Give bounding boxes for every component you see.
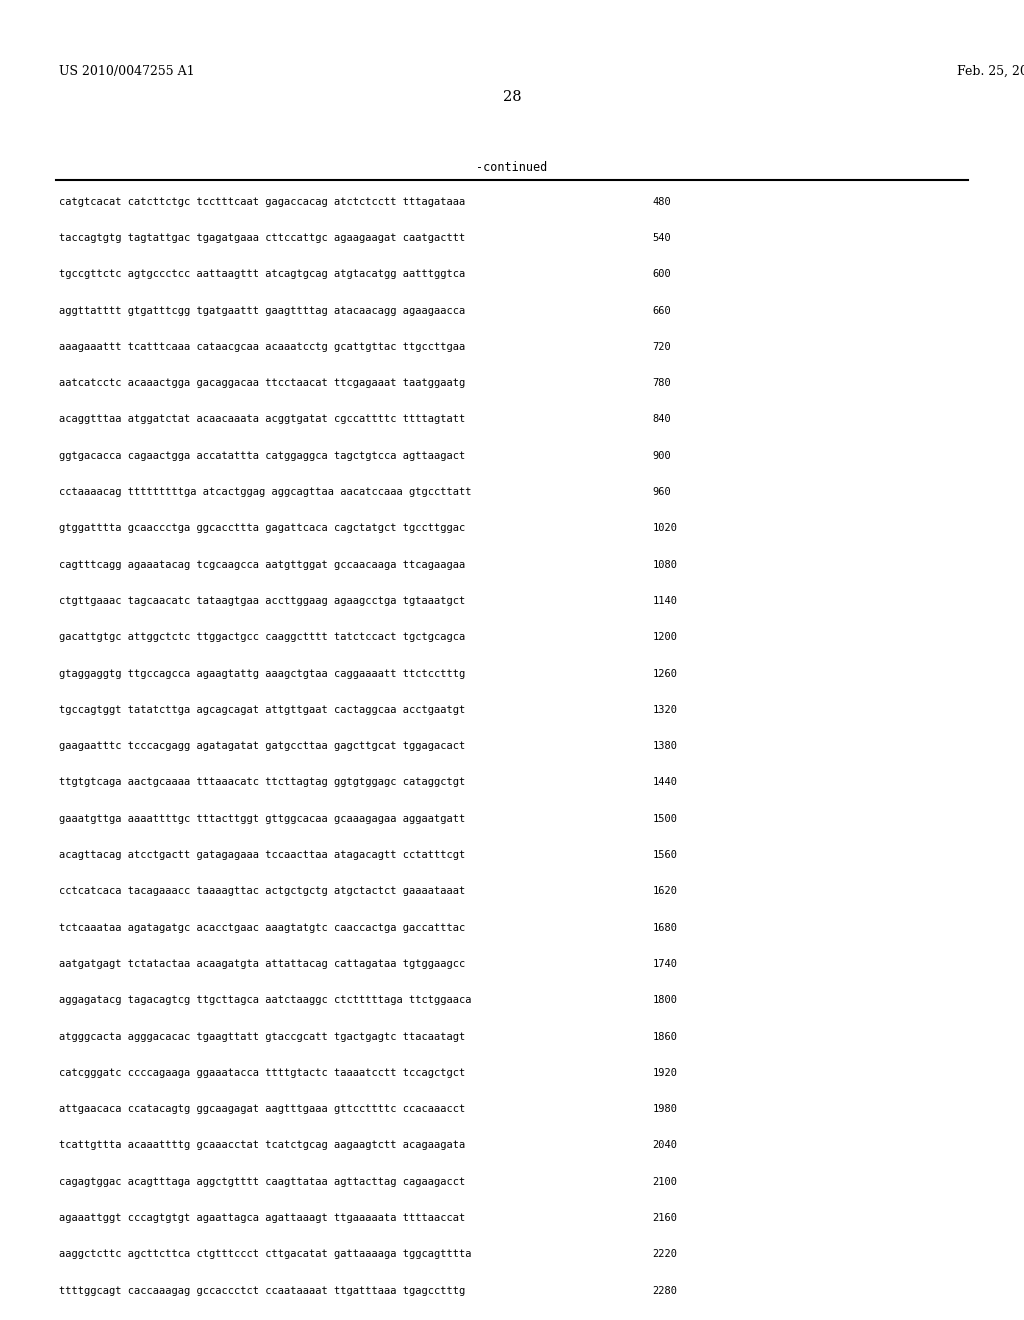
Text: ggtgacacca cagaactgga accatattta catggaggca tagctgtcca agttaagact: ggtgacacca cagaactgga accatattta catggag… — [59, 451, 466, 461]
Text: tgccgttctc agtgccctcc aattaagttt atcagtgcag atgtacatgg aatttggtca: tgccgttctc agtgccctcc aattaagttt atcagtg… — [59, 269, 466, 280]
Text: -continued: -continued — [476, 161, 548, 174]
Text: 1800: 1800 — [652, 995, 677, 1006]
Text: 960: 960 — [652, 487, 671, 498]
Text: 1980: 1980 — [652, 1104, 677, 1114]
Text: acagttacag atcctgactt gatagagaaa tccaacttaa atagacagtt cctatttcgt: acagttacag atcctgactt gatagagaaa tccaact… — [59, 850, 466, 861]
Text: tgccagtggt tatatcttga agcagcagat attgttgaat cactaggcaa acctgaatgt: tgccagtggt tatatcttga agcagcagat attgttg… — [59, 705, 466, 715]
Text: 28: 28 — [503, 90, 521, 104]
Text: ctgttgaaac tagcaacatc tataagtgaa accttggaag agaagcctga tgtaaatgct: ctgttgaaac tagcaacatc tataagtgaa accttgg… — [59, 597, 466, 606]
Text: 1320: 1320 — [652, 705, 677, 715]
Text: 1020: 1020 — [652, 524, 677, 533]
Text: catgtcacat catcttctgc tcctttcaat gagaccacag atctctcctt tttagataaa: catgtcacat catcttctgc tcctttcaat gagacca… — [59, 197, 466, 207]
Text: 900: 900 — [652, 451, 671, 461]
Text: atgggcacta agggacacac tgaagttatt gtaccgcatt tgactgagtc ttacaatagt: atgggcacta agggacacac tgaagttatt gtaccgc… — [59, 1032, 466, 1041]
Text: 840: 840 — [652, 414, 671, 425]
Text: ttttggcagt caccaaagag gccaccctct ccaataaaat ttgatttaaa tgagcctttg: ttttggcagt caccaaagag gccaccctct ccaataa… — [59, 1286, 466, 1296]
Text: cagagtggac acagtttaga aggctgtttt caagttataa agttacttag cagaagacct: cagagtggac acagtttaga aggctgtttt caagtta… — [59, 1177, 466, 1187]
Text: aatcatcctc acaaactgga gacaggacaa ttcctaacat ttcgagaaat taatggaatg: aatcatcctc acaaactgga gacaggacaa ttcctaa… — [59, 378, 466, 388]
Text: attgaacaca ccatacagtg ggcaagagat aagtttgaaa gttccttttc ccacaaacct: attgaacaca ccatacagtg ggcaagagat aagtttg… — [59, 1104, 466, 1114]
Text: 1680: 1680 — [652, 923, 677, 933]
Text: 2280: 2280 — [652, 1286, 677, 1296]
Text: acaggtttaa atggatctat acaacaaata acggtgatat cgccattttc ttttagtatt: acaggtttaa atggatctat acaacaaata acggtga… — [59, 414, 466, 425]
Text: aggttatttt gtgatttcgg tgatgaattt gaagttttag atacaacagg agaagaacca: aggttatttt gtgatttcgg tgatgaattt gaagttt… — [59, 306, 466, 315]
Text: 720: 720 — [652, 342, 671, 352]
Text: aaggctcttc agcttcttca ctgtttccct cttgacatat gattaaaaga tggcagtttta: aaggctcttc agcttcttca ctgtttccct cttgaca… — [59, 1249, 472, 1259]
Text: gtaggaggtg ttgccagcca agaagtattg aaagctgtaa caggaaaatt ttctcctttg: gtaggaggtg ttgccagcca agaagtattg aaagctg… — [59, 668, 466, 678]
Text: taccagtgtg tagtattgac tgagatgaaa cttccattgc agaagaagat caatgacttt: taccagtgtg tagtattgac tgagatgaaa cttccat… — [59, 232, 466, 243]
Text: 2100: 2100 — [652, 1177, 677, 1187]
Text: 780: 780 — [652, 378, 671, 388]
Text: 600: 600 — [652, 269, 671, 280]
Text: gaaatgttga aaaattttgc tttacttggt gttggcacaa gcaaagagaa aggaatgatt: gaaatgttga aaaattttgc tttacttggt gttggca… — [59, 813, 466, 824]
Text: 1140: 1140 — [652, 597, 677, 606]
Text: 1080: 1080 — [652, 560, 677, 570]
Text: cagtttcagg agaaatacag tcgcaagcca aatgttggat gccaacaaga ttcagaagaa: cagtttcagg agaaatacag tcgcaagcca aatgttg… — [59, 560, 466, 570]
Text: 2220: 2220 — [652, 1249, 677, 1259]
Text: 1740: 1740 — [652, 958, 677, 969]
Text: 1200: 1200 — [652, 632, 677, 643]
Text: aaagaaattt tcatttcaaa cataacgcaa acaaatcctg gcattgttac ttgccttgaa: aaagaaattt tcatttcaaa cataacgcaa acaaatc… — [59, 342, 466, 352]
Text: aggagatacg tagacagtcg ttgcttagca aatctaaggc ctctttttaga ttctggaaca: aggagatacg tagacagtcg ttgcttagca aatctaa… — [59, 995, 472, 1006]
Text: 1380: 1380 — [652, 741, 677, 751]
Text: tctcaaataa agatagatgc acacctgaac aaagtatgtc caaccactga gaccatttac: tctcaaataa agatagatgc acacctgaac aaagtat… — [59, 923, 466, 933]
Text: aatgatgagt tctatactaa acaagatgta attattacag cattagataa tgtggaagcc: aatgatgagt tctatactaa acaagatgta attatta… — [59, 958, 466, 969]
Text: 2160: 2160 — [652, 1213, 677, 1224]
Text: gaagaatttc tcccacgagg agatagatat gatgccttaa gagcttgcat tggagacact: gaagaatttc tcccacgagg agatagatat gatgcct… — [59, 741, 466, 751]
Text: 480: 480 — [652, 197, 671, 207]
Text: cctcatcaca tacagaaacc taaaagttac actgctgctg atgctactct gaaaataaat: cctcatcaca tacagaaacc taaaagttac actgctg… — [59, 887, 466, 896]
Text: agaaattggt cccagtgtgt agaattagca agattaaagt ttgaaaaata ttttaaccat: agaaattggt cccagtgtgt agaattagca agattaa… — [59, 1213, 466, 1224]
Text: cctaaaacag tttttttttga atcactggag aggcagttaa aacatccaaa gtgccttatt: cctaaaacag tttttttttga atcactggag aggcag… — [59, 487, 472, 498]
Text: 1500: 1500 — [652, 813, 677, 824]
Text: 1260: 1260 — [652, 668, 677, 678]
Text: 660: 660 — [652, 306, 671, 315]
Text: 1440: 1440 — [652, 777, 677, 788]
Text: catcgggatc ccccagaaga ggaaatacca ttttgtactc taaaatcctt tccagctgct: catcgggatc ccccagaaga ggaaatacca ttttgta… — [59, 1068, 466, 1078]
Text: 1920: 1920 — [652, 1068, 677, 1078]
Text: tcattgttta acaaattttg gcaaacctat tcatctgcag aagaagtctt acagaagata: tcattgttta acaaattttg gcaaacctat tcatctg… — [59, 1140, 466, 1151]
Text: 1620: 1620 — [652, 887, 677, 896]
Text: 1560: 1560 — [652, 850, 677, 861]
Text: ttgtgtcaga aactgcaaaa tttaaacatc ttcttagtag ggtgtggagc cataggctgt: ttgtgtcaga aactgcaaaa tttaaacatc ttcttag… — [59, 777, 466, 788]
Text: 1860: 1860 — [652, 1032, 677, 1041]
Text: 2040: 2040 — [652, 1140, 677, 1151]
Text: Feb. 25, 2010: Feb. 25, 2010 — [957, 65, 1024, 78]
Text: gtggatttta gcaaccctga ggcaccttta gagattcaca cagctatgct tgccttggac: gtggatttta gcaaccctga ggcaccttta gagattc… — [59, 524, 466, 533]
Text: gacattgtgc attggctctc ttggactgcc caaggctttt tatctccact tgctgcagca: gacattgtgc attggctctc ttggactgcc caaggct… — [59, 632, 466, 643]
Text: 540: 540 — [652, 232, 671, 243]
Text: US 2010/0047255 A1: US 2010/0047255 A1 — [59, 65, 195, 78]
